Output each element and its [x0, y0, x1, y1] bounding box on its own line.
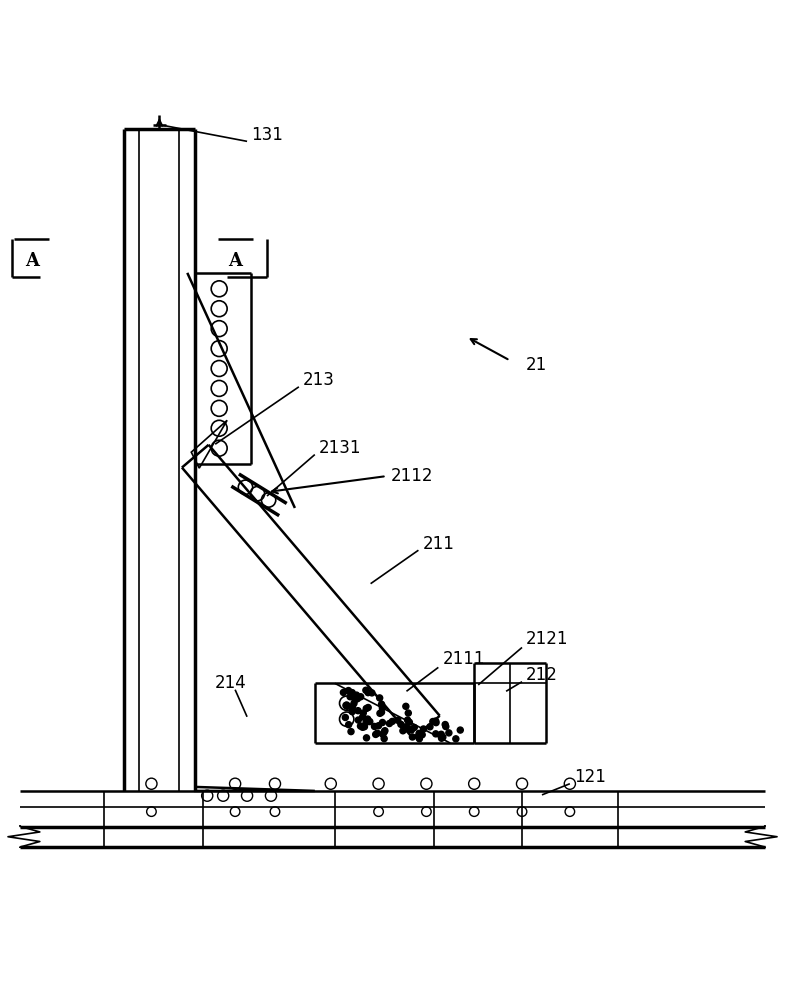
Circle shape: [421, 726, 426, 732]
Text: 131: 131: [251, 126, 283, 144]
Circle shape: [363, 719, 369, 725]
Circle shape: [365, 704, 371, 711]
Text: 2112: 2112: [391, 467, 433, 485]
Circle shape: [363, 687, 369, 693]
Circle shape: [349, 709, 355, 715]
Circle shape: [352, 697, 358, 703]
Circle shape: [373, 731, 379, 737]
Circle shape: [369, 690, 375, 696]
Circle shape: [416, 736, 422, 742]
Circle shape: [344, 703, 350, 709]
Circle shape: [347, 690, 354, 696]
Circle shape: [379, 731, 386, 737]
Circle shape: [433, 718, 438, 724]
Text: 213: 213: [303, 371, 335, 389]
Circle shape: [389, 718, 395, 724]
Circle shape: [342, 714, 348, 721]
Circle shape: [375, 730, 380, 736]
Circle shape: [387, 720, 392, 727]
Circle shape: [415, 733, 422, 739]
Circle shape: [408, 727, 414, 733]
Circle shape: [377, 695, 383, 701]
Circle shape: [346, 722, 351, 728]
Text: 211: 211: [422, 535, 454, 553]
Circle shape: [363, 735, 370, 741]
Circle shape: [353, 692, 359, 698]
Circle shape: [359, 714, 366, 720]
Text: 2131: 2131: [319, 439, 361, 457]
Circle shape: [358, 694, 363, 700]
Circle shape: [405, 717, 410, 723]
Text: A: A: [25, 252, 39, 270]
Circle shape: [438, 731, 444, 737]
Circle shape: [381, 736, 387, 742]
Circle shape: [442, 722, 448, 728]
Circle shape: [351, 700, 357, 706]
Text: A: A: [228, 252, 242, 270]
Circle shape: [377, 710, 383, 716]
Circle shape: [379, 701, 385, 707]
Circle shape: [343, 702, 349, 708]
Text: 2111: 2111: [442, 650, 485, 668]
Circle shape: [382, 728, 388, 734]
Circle shape: [443, 724, 449, 730]
Circle shape: [405, 710, 411, 716]
Circle shape: [438, 735, 445, 741]
Circle shape: [427, 724, 433, 730]
Circle shape: [375, 723, 382, 729]
Circle shape: [411, 724, 418, 731]
Circle shape: [416, 730, 422, 736]
Circle shape: [457, 727, 463, 733]
Circle shape: [365, 690, 371, 696]
Circle shape: [344, 702, 350, 708]
Circle shape: [340, 689, 347, 695]
Circle shape: [367, 719, 373, 725]
Text: 121: 121: [574, 768, 606, 786]
Circle shape: [379, 705, 386, 711]
Circle shape: [345, 688, 351, 694]
Circle shape: [381, 729, 387, 735]
Text: 214: 214: [215, 674, 247, 692]
Circle shape: [410, 734, 415, 740]
Circle shape: [395, 717, 401, 723]
Circle shape: [453, 736, 459, 742]
Text: 212: 212: [526, 666, 558, 684]
Circle shape: [371, 723, 378, 729]
Circle shape: [433, 720, 439, 726]
Circle shape: [379, 719, 386, 726]
Circle shape: [355, 696, 360, 702]
Circle shape: [402, 703, 409, 709]
Circle shape: [419, 732, 426, 738]
Circle shape: [355, 717, 361, 723]
Circle shape: [359, 724, 366, 730]
Circle shape: [400, 728, 406, 734]
Circle shape: [347, 694, 353, 700]
Circle shape: [446, 730, 452, 736]
Text: 2121: 2121: [526, 630, 568, 648]
Circle shape: [348, 729, 354, 735]
Circle shape: [433, 731, 439, 737]
Text: 21: 21: [526, 356, 548, 374]
Circle shape: [349, 690, 355, 696]
Circle shape: [363, 705, 369, 712]
Circle shape: [398, 721, 404, 727]
Circle shape: [406, 726, 412, 732]
Circle shape: [360, 710, 367, 716]
Circle shape: [430, 719, 436, 725]
Circle shape: [361, 724, 367, 730]
Circle shape: [355, 708, 361, 714]
Circle shape: [440, 734, 446, 740]
Circle shape: [350, 703, 355, 709]
Circle shape: [365, 716, 371, 722]
Circle shape: [406, 719, 412, 725]
Circle shape: [358, 723, 363, 729]
Circle shape: [379, 709, 384, 715]
Circle shape: [402, 724, 409, 730]
